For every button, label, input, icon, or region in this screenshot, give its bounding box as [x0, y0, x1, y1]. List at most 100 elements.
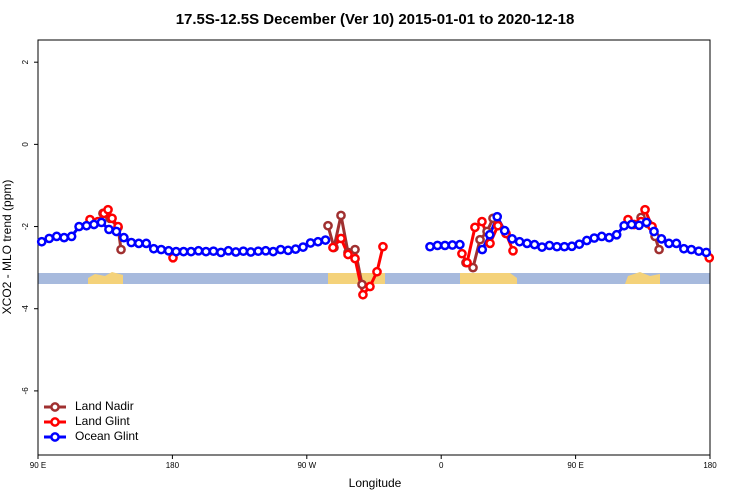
- plot-frame: [37, 39, 711, 456]
- data-point: [508, 245, 518, 256]
- x-tick-label: 90 E: [30, 461, 46, 470]
- data-point: [693, 246, 704, 257]
- data-point: [619, 220, 629, 231]
- data-point: [343, 249, 353, 260]
- data-point: [275, 244, 286, 255]
- data-point: [671, 238, 682, 249]
- data-point: [59, 232, 69, 243]
- data-point: [268, 246, 279, 257]
- data-point: [447, 240, 458, 250]
- chart-title: 17.5S-12.5S December (Ver 10) 2015-01-01…: [176, 11, 575, 28]
- data-point: [253, 246, 264, 257]
- data-point: [372, 266, 382, 277]
- data-point: [567, 241, 577, 252]
- data-point: [626, 219, 637, 230]
- legend-label: Land Nadir: [75, 399, 134, 413]
- data-point: [126, 237, 137, 248]
- data-point: [51, 231, 62, 242]
- data-point: [245, 247, 256, 257]
- data-point: [604, 232, 615, 243]
- data-point: [133, 238, 144, 249]
- data-point: [537, 242, 547, 252]
- data-point: [544, 240, 555, 251]
- data-point: [193, 245, 204, 256]
- data-point: [96, 217, 107, 228]
- data-point: [470, 222, 480, 233]
- land-patch: [460, 273, 517, 284]
- data-point: [440, 240, 450, 251]
- data-point: [320, 235, 331, 245]
- data-point: [493, 220, 503, 231]
- y-tick-label: -2: [21, 222, 30, 230]
- data-point: [492, 211, 503, 222]
- data-point: [171, 246, 181, 257]
- x-tick-label: 0: [439, 461, 444, 470]
- data-point: [148, 243, 159, 254]
- legend-marker: [50, 417, 60, 427]
- data-point: [522, 238, 532, 249]
- data-point: [679, 243, 689, 254]
- data-point: [589, 233, 600, 243]
- data-point: [641, 217, 652, 228]
- data-point: [357, 279, 367, 290]
- data-point: [290, 244, 301, 254]
- x-axis-label: Longitude: [349, 476, 402, 490]
- data-point: [178, 246, 189, 257]
- data-point: [574, 239, 585, 250]
- data-point: [163, 245, 174, 256]
- data-point: [81, 220, 92, 231]
- data-point: [36, 236, 47, 247]
- data-point: [44, 233, 55, 244]
- data-point: [216, 247, 226, 258]
- data-point: [499, 225, 510, 236]
- legend-label: Land Glint: [75, 414, 130, 428]
- data-point: [365, 281, 375, 292]
- y-tick-label: 0: [21, 142, 30, 147]
- data-point: [581, 235, 592, 246]
- x-tick-label: 90 E: [567, 461, 583, 470]
- data-point: [634, 220, 644, 231]
- data-point: [552, 241, 562, 252]
- data-point: [468, 262, 478, 273]
- data-point: [686, 244, 697, 255]
- data-point: [231, 247, 241, 257]
- data-point: [156, 244, 167, 255]
- data-point: [664, 238, 674, 249]
- data-point: [260, 245, 271, 256]
- data-point: [425, 241, 435, 252]
- data-point: [477, 244, 488, 255]
- land-patch: [625, 272, 660, 284]
- data-point: [89, 219, 99, 230]
- y-axis-label: XCO2 - MLO trend (ppm): [0, 180, 14, 315]
- data-point: [358, 289, 368, 300]
- data-point: [74, 221, 84, 232]
- data-point: [485, 238, 495, 249]
- land-patch: [88, 272, 123, 284]
- land-patch: [328, 273, 385, 284]
- data-point: [378, 241, 388, 252]
- data-point: [298, 242, 308, 252]
- data-point: [514, 236, 525, 247]
- data-point: [611, 229, 622, 240]
- data-point: [313, 236, 323, 247]
- data-point: [328, 242, 338, 253]
- data-point: [656, 234, 667, 244]
- data-point: [141, 238, 152, 249]
- data-point: [432, 240, 443, 251]
- data-point: [477, 216, 487, 227]
- data-point: [336, 210, 346, 221]
- data-point: [238, 246, 249, 257]
- data-point: [305, 238, 316, 248]
- data-point: [116, 244, 126, 255]
- data-point: [462, 257, 472, 268]
- data-point: [201, 246, 211, 257]
- y-tick-label: -6: [21, 387, 30, 395]
- data-point: [104, 224, 114, 235]
- data-point: [649, 226, 659, 237]
- data-point: [323, 220, 333, 231]
- data-point: [507, 234, 517, 244]
- data-point: [66, 231, 77, 242]
- data-point: [596, 231, 607, 242]
- data-point: [223, 245, 234, 256]
